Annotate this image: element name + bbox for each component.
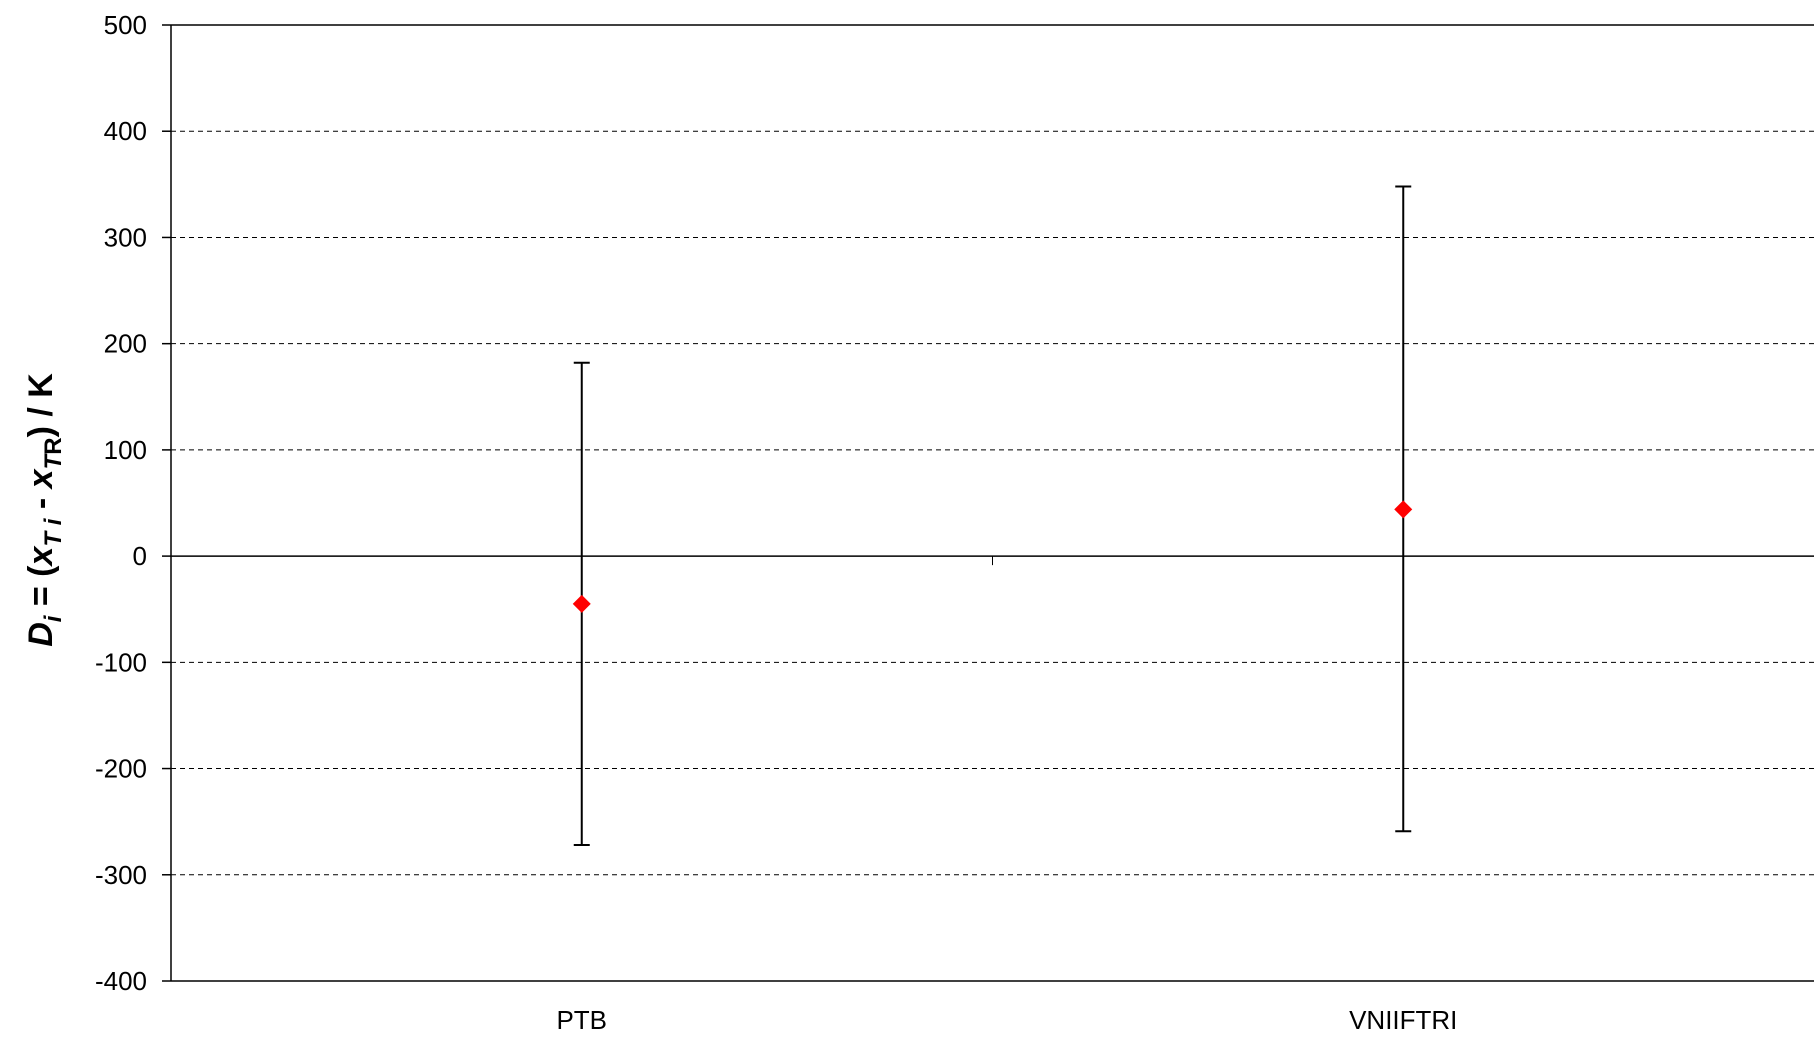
- y-tick-label: -400: [95, 966, 147, 996]
- axes-layer: [162, 24, 1814, 982]
- y-tick-label: 200: [104, 329, 147, 359]
- y-tick-label: -100: [95, 647, 147, 677]
- x-tick-label: VNIIFTRI: [1349, 1005, 1457, 1035]
- data-point-marker: [1394, 500, 1413, 519]
- grid-layer: [171, 130, 1814, 876]
- y-tick-label: -300: [95, 860, 147, 890]
- x-tick-label: PTB: [556, 1005, 607, 1035]
- data-marks: [572, 185, 1413, 847]
- ylabel-term2-sub-italic: T: [40, 452, 67, 469]
- y-tick-label: 0: [133, 541, 147, 571]
- x-tick-labels: PTB VNIIFTRI: [556, 1005, 1457, 1035]
- y-tick-labels: 500 400 300 200 100 0 -100 -200 -300 -400: [95, 10, 147, 996]
- ylabel-term1: x: [22, 544, 60, 567]
- ylabel-term2-sub: R: [40, 437, 67, 454]
- y-tick-label: 300: [104, 222, 147, 252]
- y-axis-label: Di = (xT i - xTR) / K: [22, 373, 67, 647]
- ylabel-term1-sub: T i: [40, 517, 67, 546]
- ylabel-term2: x: [22, 467, 60, 490]
- ylabel-minus: -: [22, 488, 60, 518]
- ylabel-prefix-sub: i: [40, 614, 67, 622]
- y-tick-label: 500: [104, 10, 147, 40]
- y-tick-label: -200: [95, 754, 147, 784]
- data-point-marker: [572, 594, 591, 613]
- y-tick-label: 400: [104, 116, 147, 146]
- ylabel-prefix: D: [22, 622, 60, 647]
- y-tick-label: 100: [104, 435, 147, 465]
- ylabel-suffix: ) / K: [22, 373, 60, 438]
- ylabel-eq: = (: [22, 565, 60, 616]
